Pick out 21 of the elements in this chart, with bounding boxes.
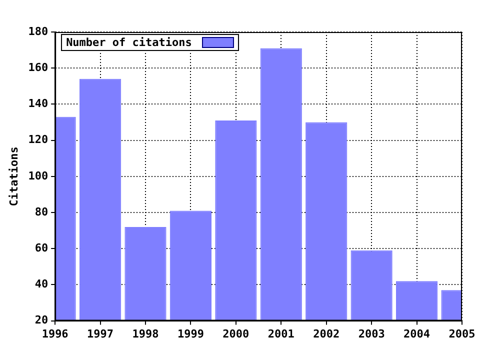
x-tick-label: 1999 <box>177 327 204 340</box>
y-tick-label: 100 <box>28 169 48 182</box>
x-tick-label: 2002 <box>313 327 340 340</box>
x-tick-label: 1997 <box>87 327 114 340</box>
y-tick-label: 120 <box>28 133 48 146</box>
legend-label: Number of citations <box>66 36 192 49</box>
x-tick-label: 2001 <box>268 327 295 340</box>
x-tick-label: 2004 <box>404 327 430 340</box>
y-tick-label: 20 <box>34 314 48 327</box>
y-tick-label: 80 <box>34 205 48 218</box>
x-tick-label: 1998 <box>132 327 159 340</box>
y-tick-label: 40 <box>34 278 48 291</box>
y-axis-title: Citations <box>7 146 20 206</box>
y-tick-label: 180 <box>28 24 48 38</box>
x-tick-label: 2003 <box>358 327 385 340</box>
x-tick-label: 2000 <box>222 327 250 340</box>
y-tick-label: 60 <box>34 241 48 254</box>
x-tick-label: 2005 <box>448 327 476 340</box>
y-tick-label: 140 <box>28 97 48 110</box>
x-tick-label: 1996 <box>42 327 69 340</box>
y-tick-label: 160 <box>28 60 48 74</box>
